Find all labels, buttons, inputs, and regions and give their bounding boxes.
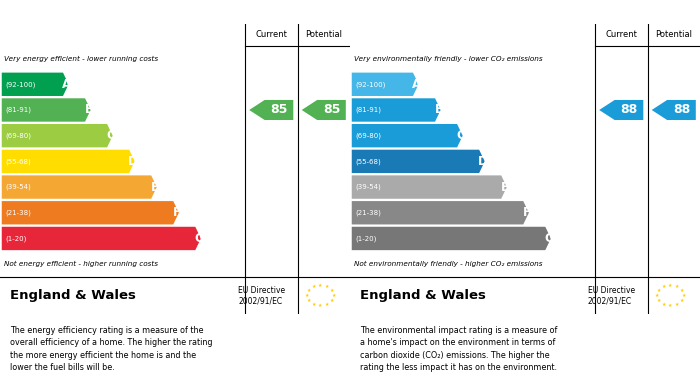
Text: (39-54): (39-54): [355, 184, 381, 190]
Text: Very energy efficient - lower running costs: Very energy efficient - lower running co…: [4, 56, 158, 62]
Text: Not environmentally friendly - higher CO₂ emissions: Not environmentally friendly - higher CO…: [354, 261, 542, 267]
Text: ★: ★: [318, 283, 323, 288]
Polygon shape: [1, 176, 157, 199]
Text: ★: ★: [318, 303, 323, 308]
Text: Environmental Impact (CO₂) Rating: Environmental Impact (CO₂) Rating: [355, 5, 587, 18]
Polygon shape: [351, 73, 419, 96]
Text: ★: ★: [312, 302, 316, 307]
Text: Energy Efficiency Rating: Energy Efficiency Rating: [6, 5, 168, 18]
Text: D: D: [128, 155, 138, 168]
Text: (39-54): (39-54): [6, 184, 31, 190]
Text: C: C: [106, 129, 116, 142]
Text: (21-38): (21-38): [355, 210, 381, 216]
Text: (69-80): (69-80): [355, 133, 382, 139]
Text: D: D: [478, 155, 488, 168]
Polygon shape: [1, 124, 113, 147]
Polygon shape: [351, 98, 441, 122]
Polygon shape: [351, 150, 484, 173]
Text: G: G: [545, 232, 554, 245]
Polygon shape: [652, 100, 696, 120]
Text: 85: 85: [323, 104, 340, 117]
Text: The energy efficiency rating is a measure of the
overall efficiency of a home. T: The energy efficiency rating is a measur…: [10, 326, 213, 372]
Text: ★: ★: [330, 298, 334, 303]
Text: B: B: [435, 104, 444, 117]
Text: ★: ★: [330, 288, 334, 293]
Text: ★: ★: [307, 298, 311, 303]
Text: ★: ★: [325, 302, 329, 307]
Text: ★: ★: [654, 293, 659, 298]
Text: ★: ★: [657, 298, 661, 303]
Text: ★: ★: [662, 302, 666, 307]
Text: ★: ★: [675, 302, 679, 307]
Text: ★: ★: [307, 288, 311, 293]
Text: F: F: [523, 206, 531, 219]
Polygon shape: [351, 201, 529, 224]
Text: ★: ★: [312, 284, 316, 289]
Text: E: E: [151, 181, 159, 194]
Polygon shape: [302, 100, 346, 120]
Polygon shape: [1, 73, 69, 96]
Text: ★: ★: [304, 293, 309, 298]
Text: 88: 88: [673, 104, 690, 117]
Polygon shape: [1, 201, 179, 224]
Text: ★: ★: [680, 298, 684, 303]
Text: (21-38): (21-38): [6, 210, 31, 216]
Text: B: B: [85, 104, 94, 117]
Text: ★: ★: [682, 293, 686, 298]
Polygon shape: [351, 176, 507, 199]
Polygon shape: [1, 98, 91, 122]
Polygon shape: [1, 150, 134, 173]
Text: (55-68): (55-68): [6, 158, 31, 165]
Text: 85: 85: [270, 104, 288, 117]
Text: Not energy efficient - higher running costs: Not energy efficient - higher running co…: [4, 261, 158, 267]
Text: ★: ★: [675, 284, 679, 289]
Polygon shape: [351, 227, 551, 250]
Text: ★: ★: [332, 293, 336, 298]
Text: (92-100): (92-100): [355, 81, 386, 88]
Polygon shape: [1, 227, 201, 250]
Text: ★: ★: [325, 284, 329, 289]
Polygon shape: [351, 124, 463, 147]
Text: (81-91): (81-91): [355, 107, 382, 113]
Text: A: A: [412, 78, 421, 91]
Text: Current: Current: [256, 30, 287, 39]
Text: ★: ★: [668, 283, 673, 288]
Text: (69-80): (69-80): [6, 133, 32, 139]
Polygon shape: [249, 100, 293, 120]
Text: Very environmentally friendly - lower CO₂ emissions: Very environmentally friendly - lower CO…: [354, 56, 542, 62]
Text: EU Directive
2002/91/EC: EU Directive 2002/91/EC: [588, 286, 635, 305]
Text: (55-68): (55-68): [355, 158, 381, 165]
Text: (92-100): (92-100): [6, 81, 36, 88]
Text: E: E: [501, 181, 509, 194]
Text: EU Directive
2002/91/EC: EU Directive 2002/91/EC: [238, 286, 285, 305]
Text: ★: ★: [662, 284, 666, 289]
Text: F: F: [173, 206, 181, 219]
Text: (1-20): (1-20): [6, 235, 27, 242]
Text: G: G: [195, 232, 204, 245]
Text: ★: ★: [668, 303, 673, 308]
Text: Potential: Potential: [655, 30, 692, 39]
Text: ★: ★: [680, 288, 684, 293]
Text: ★: ★: [657, 288, 661, 293]
Text: Current: Current: [606, 30, 637, 39]
Text: England & Wales: England & Wales: [10, 289, 136, 302]
Text: C: C: [456, 129, 466, 142]
Text: A: A: [62, 78, 71, 91]
Polygon shape: [599, 100, 643, 120]
Text: (81-91): (81-91): [6, 107, 32, 113]
Text: England & Wales: England & Wales: [360, 289, 486, 302]
Text: (1-20): (1-20): [355, 235, 377, 242]
Text: 88: 88: [620, 104, 638, 117]
Text: Potential: Potential: [305, 30, 342, 39]
Text: The environmental impact rating is a measure of
a home's impact on the environme: The environmental impact rating is a mea…: [360, 326, 558, 372]
